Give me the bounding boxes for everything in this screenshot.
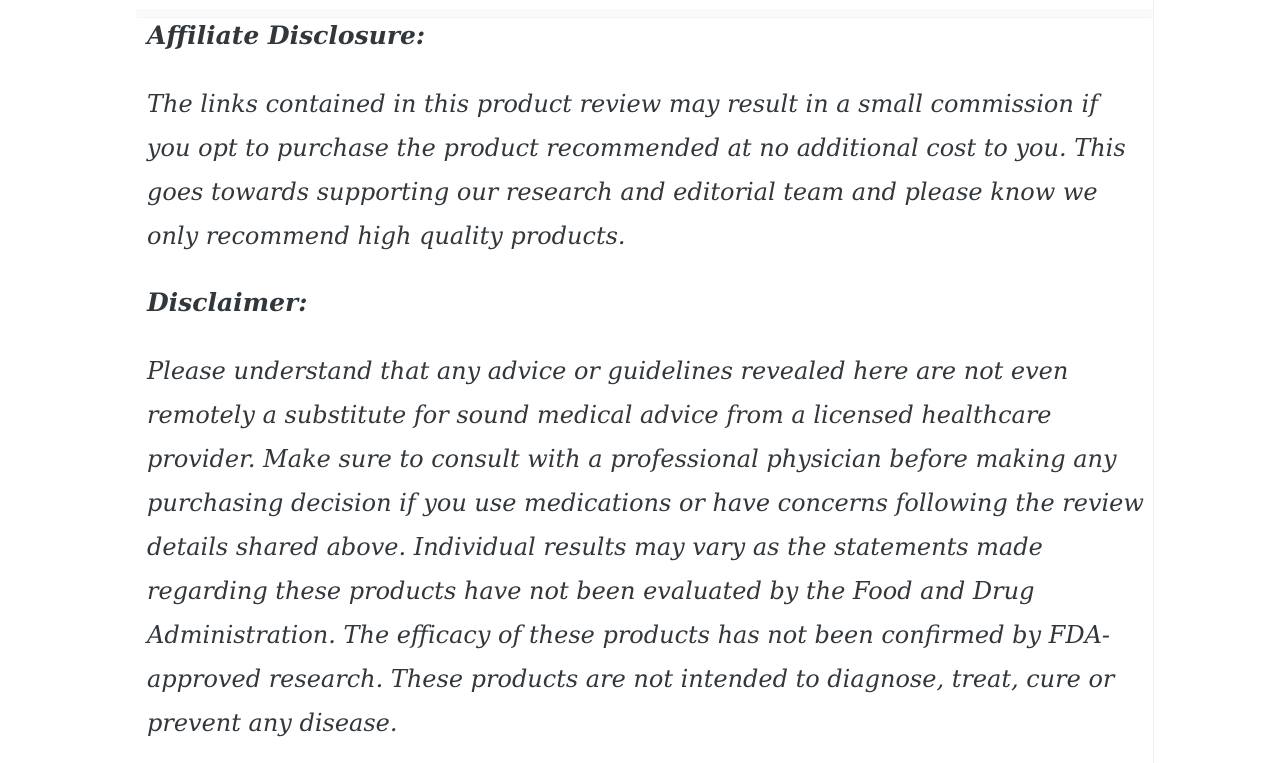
disclaimer-section: Disclaimer: Please understand that any a…	[147, 283, 1167, 745]
top-strip	[136, 9, 1153, 18]
affiliate-disclosure-paragraph: The links contained in this product revi…	[147, 90, 1126, 250]
affiliate-disclosure-heading: Affiliate Disclosure:	[147, 21, 426, 50]
affiliate-disclosure-section: Affiliate Disclosure: The links containe…	[147, 16, 1167, 258]
disclaimer-heading: Disclaimer:	[147, 288, 308, 317]
content-right-divider	[1153, 0, 1154, 763]
disclaimer-paragraph: Please understand that any advice or gui…	[147, 357, 1144, 737]
disclosure-content: Affiliate Disclosure: The links containe…	[147, 16, 1167, 763]
